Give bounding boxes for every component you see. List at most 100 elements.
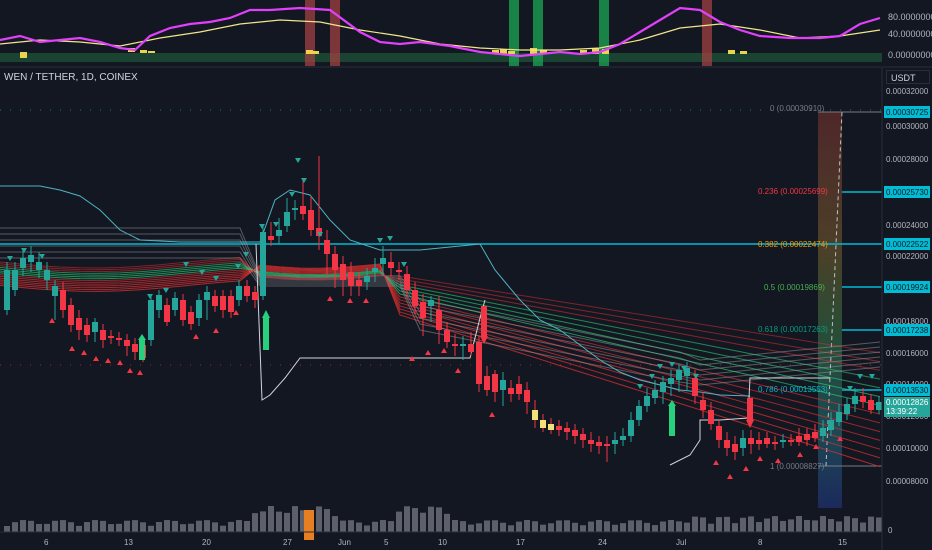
candle-body[interactable] xyxy=(620,436,626,440)
highlight-candle[interactable] xyxy=(548,424,554,430)
candle-body[interactable] xyxy=(732,444,738,452)
candle-body[interactable] xyxy=(412,290,418,306)
candle-body[interactable] xyxy=(684,368,690,376)
candle-body[interactable] xyxy=(452,344,458,346)
candle-body[interactable] xyxy=(108,336,114,338)
candle-body[interactable] xyxy=(716,426,722,440)
candle-body[interactable] xyxy=(84,325,90,335)
candle-body[interactable] xyxy=(68,305,74,325)
candle-body[interactable] xyxy=(772,442,778,444)
candle-body[interactable] xyxy=(492,374,498,392)
candle-body[interactable] xyxy=(124,340,130,346)
candle-body[interactable] xyxy=(228,296,234,312)
candle-body[interactable] xyxy=(564,428,570,432)
candle-body[interactable] xyxy=(780,440,786,442)
candle-body[interactable] xyxy=(172,298,178,310)
candle-body[interactable] xyxy=(164,305,170,322)
candle-body[interactable] xyxy=(420,302,426,318)
candle-body[interactable] xyxy=(508,388,514,394)
candle-body[interactable] xyxy=(156,295,162,310)
candle-body[interactable] xyxy=(212,296,218,306)
candle-body[interactable] xyxy=(196,300,202,318)
candle-body[interactable] xyxy=(476,342,482,384)
candle-body[interactable] xyxy=(820,428,826,436)
fibonacci-retracement-zone[interactable] xyxy=(818,112,842,508)
candle-body[interactable] xyxy=(516,384,522,394)
candle-body[interactable] xyxy=(52,286,58,296)
candle-body[interactable] xyxy=(132,344,138,352)
candle-body[interactable] xyxy=(364,276,370,282)
candle-body[interactable] xyxy=(188,312,194,324)
candle-body[interactable] xyxy=(76,318,82,330)
candle-body[interactable] xyxy=(284,212,290,226)
candle-body[interactable] xyxy=(556,426,562,430)
candle-body[interactable] xyxy=(396,270,402,272)
candle-body[interactable] xyxy=(20,258,26,268)
candle-body[interactable] xyxy=(324,240,330,254)
candle-body[interactable] xyxy=(580,434,586,440)
candle-body[interactable] xyxy=(676,370,682,380)
candle-body[interactable] xyxy=(340,264,346,280)
candle-body[interactable] xyxy=(836,412,842,422)
candle-body[interactable] xyxy=(604,444,610,446)
candle-body[interactable] xyxy=(844,404,850,414)
currency-unit-button[interactable]: USDT xyxy=(886,70,930,84)
price-chart-pane[interactable]: 0 (0.00030910) 0.236 (0.00025699) 0.382 … xyxy=(0,68,932,550)
candle-body[interactable] xyxy=(460,344,466,346)
oscillator-pane[interactable]: 80.00000000 40.00000000 0.00000000 xyxy=(0,0,932,68)
candle-body[interactable] xyxy=(60,290,66,310)
candle-body[interactable] xyxy=(764,438,770,444)
candle-body[interactable] xyxy=(44,270,50,280)
candle-body[interactable] xyxy=(380,258,386,264)
highlight-candle[interactable] xyxy=(540,420,546,428)
candle-body[interactable] xyxy=(92,322,98,332)
candle-body[interactable] xyxy=(692,378,698,396)
candle-body[interactable] xyxy=(636,406,642,420)
candle-body[interactable] xyxy=(468,344,474,352)
candle-body[interactable] xyxy=(756,440,762,444)
candle-body[interactable] xyxy=(244,286,250,296)
candle-body[interactable] xyxy=(180,300,186,320)
candle-body[interactable] xyxy=(852,396,858,404)
candle-body[interactable] xyxy=(308,210,314,230)
candle-body[interactable] xyxy=(260,232,266,296)
candle-body[interactable] xyxy=(292,208,298,210)
candle-body[interactable] xyxy=(572,430,578,436)
candle-body[interactable] xyxy=(788,440,794,442)
symbol-title[interactable]: WEN / TETHER, 1D, COINEX xyxy=(4,72,138,83)
candle-body[interactable] xyxy=(628,420,634,436)
candle-body[interactable] xyxy=(668,378,674,384)
candle-body[interactable] xyxy=(804,434,810,440)
candle-body[interactable] xyxy=(252,292,258,300)
candle-body[interactable] xyxy=(204,292,210,300)
candle-body[interactable] xyxy=(860,396,866,402)
candle-body[interactable] xyxy=(652,390,658,398)
candle-body[interactable] xyxy=(148,300,154,340)
candle-body[interactable] xyxy=(708,410,714,424)
candle-body[interactable] xyxy=(524,390,530,402)
candle-body[interactable] xyxy=(484,376,490,390)
candle-body[interactable] xyxy=(700,400,706,410)
candle-body[interactable] xyxy=(444,330,450,342)
highlight-candle[interactable] xyxy=(532,410,538,420)
candle-body[interactable] xyxy=(612,440,618,444)
candle-body[interactable] xyxy=(812,432,818,438)
candle-body[interactable] xyxy=(388,262,394,268)
candle-body[interactable] xyxy=(596,442,602,446)
candle-body[interactable] xyxy=(372,268,378,272)
candle-body[interactable] xyxy=(404,274,410,290)
candle-body[interactable] xyxy=(740,438,746,448)
candle-body[interactable] xyxy=(348,272,354,286)
candle-body[interactable] xyxy=(36,262,42,270)
candle-body[interactable] xyxy=(644,396,650,406)
candle-body[interactable] xyxy=(428,300,434,306)
candle-body[interactable] xyxy=(828,420,834,430)
candle-body[interactable] xyxy=(236,286,242,300)
candle-body[interactable] xyxy=(276,230,282,236)
candle-body[interactable] xyxy=(436,310,442,330)
candle-body[interactable] xyxy=(12,270,18,290)
candle-body[interactable] xyxy=(868,400,874,410)
candle-body[interactable] xyxy=(332,254,338,270)
candle-body[interactable] xyxy=(116,338,122,340)
candle-body[interactable] xyxy=(100,330,106,340)
